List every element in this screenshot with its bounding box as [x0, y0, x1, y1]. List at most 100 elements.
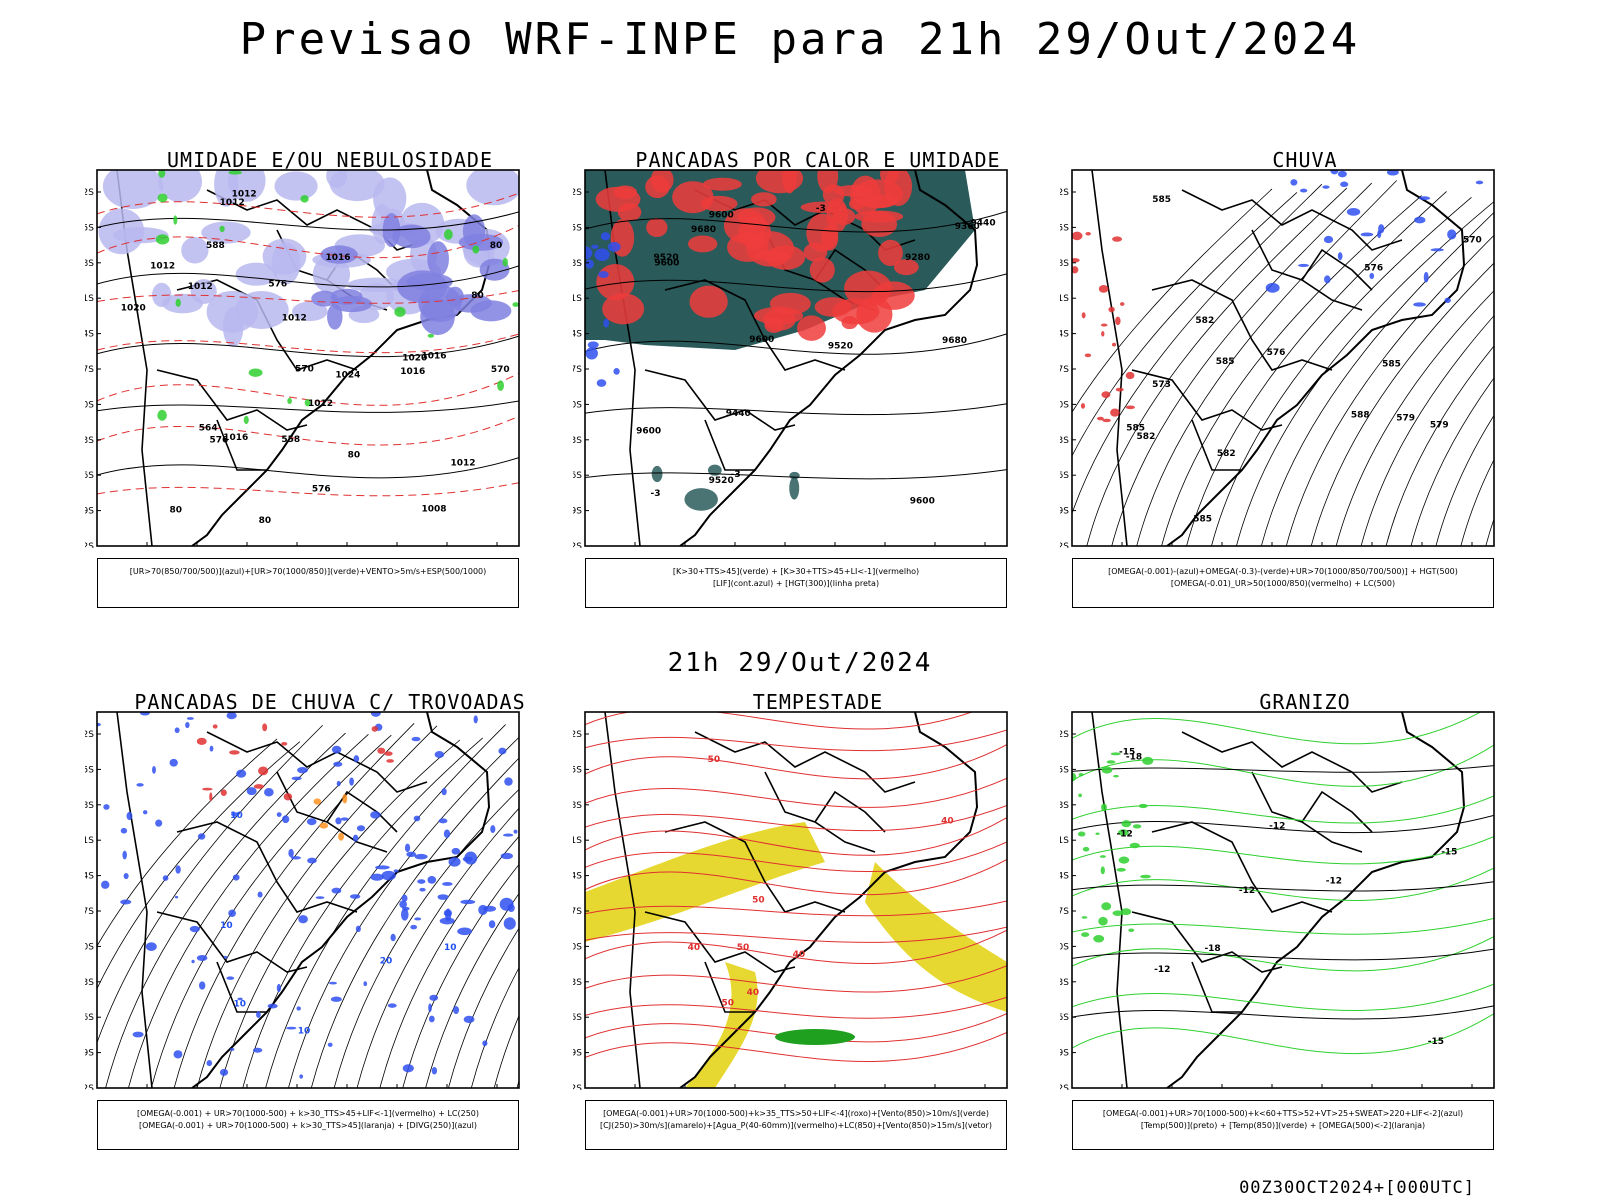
field-blob [1081, 916, 1088, 919]
contour-label: 80 [348, 451, 361, 461]
lat-tick-label: 36S [85, 471, 94, 481]
legend-line: [OMEGA(-0.001)-(azul)+OMEGA(-0.3)-(verde… [1108, 567, 1458, 576]
field-blob [320, 245, 358, 264]
contour-line [1072, 712, 1482, 745]
field-blob [419, 887, 426, 892]
field-blob [428, 1003, 432, 1012]
field-blob [1120, 908, 1132, 916]
streamline [1285, 234, 1494, 546]
field-blob [296, 1006, 301, 1011]
lat-tick-label: 33S [573, 436, 582, 446]
field-blob [884, 170, 913, 207]
page-title: Previsao WRF-INPE para 21h 29/Out/2024 [239, 14, 1361, 65]
field-blob [356, 825, 366, 832]
contour-line [585, 817, 1007, 856]
field-blob [646, 217, 668, 238]
field-blob [1101, 803, 1107, 812]
streamline [1460, 458, 1494, 546]
field-blob [120, 827, 128, 834]
streamline [1260, 211, 1494, 546]
field-blob [503, 833, 514, 837]
field-blob [228, 170, 242, 175]
field-blob [800, 201, 847, 213]
field-blob [226, 976, 235, 980]
field-blob [507, 903, 515, 913]
streamline [196, 725, 438, 1088]
field-blob [789, 471, 800, 480]
contour-label: 1016 [422, 351, 447, 361]
field-blob [157, 193, 168, 203]
contour-line [1072, 867, 1494, 901]
field-blob [1101, 902, 1112, 911]
legend-box: [K>30+TTS>45](verde) + [K>30+TTS>45+LI<-… [585, 558, 1007, 608]
contour-line [585, 805, 1007, 832]
lat-tick-label: 42S [1060, 542, 1069, 548]
contour-label: -15 [1441, 848, 1457, 858]
field-blob [281, 741, 288, 746]
field-blob [157, 409, 167, 421]
country-border [694, 731, 916, 793]
country-border [1091, 712, 1128, 1088]
contour-label: 1020 [121, 303, 146, 313]
field-blob [370, 873, 384, 881]
country-border [1251, 229, 1363, 311]
field-blob [598, 271, 609, 279]
contour-line [585, 273, 1007, 293]
field-blob [1298, 263, 1310, 267]
contour-label: 10 [220, 921, 233, 931]
field-blob [1101, 766, 1113, 774]
streamline [1310, 262, 1494, 546]
lat-tick-label: 36S [573, 1013, 582, 1023]
field-blob [473, 715, 478, 724]
contour-line [97, 335, 519, 358]
contour-line [97, 211, 519, 231]
field-blob [1132, 824, 1142, 829]
map-plot: 50 50 40 50 40 40 50 40 12S 15S 18S 21S 24S 27S 30S 33S… [573, 711, 1008, 1090]
field-blob [596, 379, 607, 387]
field-blob [219, 1068, 229, 1076]
field-blob [136, 783, 144, 787]
field-blob [1413, 302, 1426, 307]
contour-label: 576 [312, 485, 331, 495]
lat-tick-label: 30S [573, 942, 582, 952]
field-blob [196, 737, 207, 745]
field-blob [594, 248, 610, 262]
contour-label: 9360 [955, 222, 980, 232]
field-blob [585, 246, 593, 260]
lat-tick-label: 30S [1060, 400, 1069, 410]
field-blob [482, 1040, 488, 1047]
lat-tick-label: 12S [1060, 188, 1069, 198]
contour-label: 40 [747, 988, 760, 998]
field-blob [319, 822, 329, 829]
field-blob [287, 397, 292, 405]
field-blob [1324, 275, 1331, 284]
streamline [1086, 187, 1348, 546]
field-blob [502, 257, 508, 267]
field-blob [330, 996, 342, 1002]
lat-tick-label: 27S [85, 907, 94, 917]
contour-label: 1016 [400, 367, 425, 377]
contour-label: 573 [1152, 380, 1171, 390]
contour-line [97, 225, 519, 259]
field-blob [585, 347, 598, 360]
contour-line [585, 469, 1007, 480]
streamline [173, 723, 415, 1088]
field-blob [1072, 258, 1080, 263]
field-blob [832, 208, 856, 225]
streamline [1072, 188, 1273, 413]
contour-label: 9680 [691, 225, 716, 235]
contour-label: 570 [295, 364, 314, 374]
lat-tick-label: 39S [573, 507, 582, 517]
streamline [1236, 201, 1494, 546]
field-blob [191, 959, 195, 964]
field-blob [1322, 185, 1330, 189]
contour-label: 558 [281, 435, 300, 445]
field-blob [763, 308, 796, 331]
contour-line [97, 154, 519, 167]
map-panel: GRANIZO-12-12-12-15-18-12-15-15-18-1212S… [1060, 690, 1550, 1180]
contour-line [1072, 1013, 1494, 1055]
streamline [1072, 192, 1298, 457]
field-blob [394, 306, 406, 318]
map-panel: CHUVA 585 588 585 582 579 576 573 570 585 585 582 57… [1060, 148, 1550, 638]
streamline [1111, 182, 1373, 546]
